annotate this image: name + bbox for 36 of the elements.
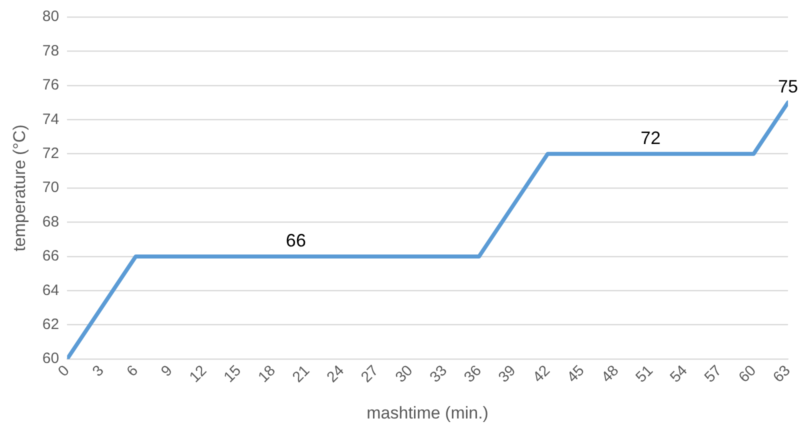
x-tick-label: 48 [598, 362, 622, 386]
x-axis-title: mashtime (min.) [366, 403, 488, 422]
y-tick-label: 74 [42, 110, 60, 128]
y-axis-title: temperature (°C) [10, 124, 29, 252]
y-tick-label: 72 [42, 144, 60, 162]
annotation: 75 [778, 76, 798, 96]
x-tick-label: 45 [564, 362, 588, 386]
y-tick-label: 66 [42, 248, 60, 265]
y-tick-label: 70 [42, 179, 60, 196]
y-tick-label: 76 [42, 76, 60, 94]
x-tick-label: 18 [254, 362, 279, 386]
x-tick-label: 3 [89, 362, 108, 380]
y-tick-label: 62 [42, 316, 60, 334]
x-tick-label: 27 [358, 362, 382, 386]
x-tick-label: 51 [632, 362, 656, 386]
annotation: 72 [640, 128, 661, 148]
x-tick-label: 15 [220, 362, 244, 386]
x-tick-label: 63 [770, 362, 794, 386]
x-tick-label: 9 [158, 362, 176, 380]
y-tick-label: 80 [42, 8, 60, 26]
x-tick-label: 6 [124, 362, 142, 380]
annotation: 66 [286, 230, 306, 250]
x-tick-label: 30 [392, 362, 416, 386]
x-tick-label: 39 [495, 362, 520, 386]
x-tick-label: 21 [289, 362, 314, 386]
y-tick-label: 68 [42, 213, 60, 230]
x-tick-label: 54 [666, 362, 691, 386]
x-tick-label: 57 [701, 362, 726, 386]
x-tick-label: 60 [736, 362, 760, 386]
x-tick-label: 12 [186, 362, 210, 386]
y-tick-label: 64 [42, 282, 60, 299]
x-tick-label: 24 [324, 362, 348, 386]
x-tick-label: 42 [530, 362, 554, 386]
y-tick-label: 78 [42, 42, 60, 60]
x-tick-label: 36 [460, 362, 485, 386]
x-tick-label: 33 [426, 362, 450, 386]
